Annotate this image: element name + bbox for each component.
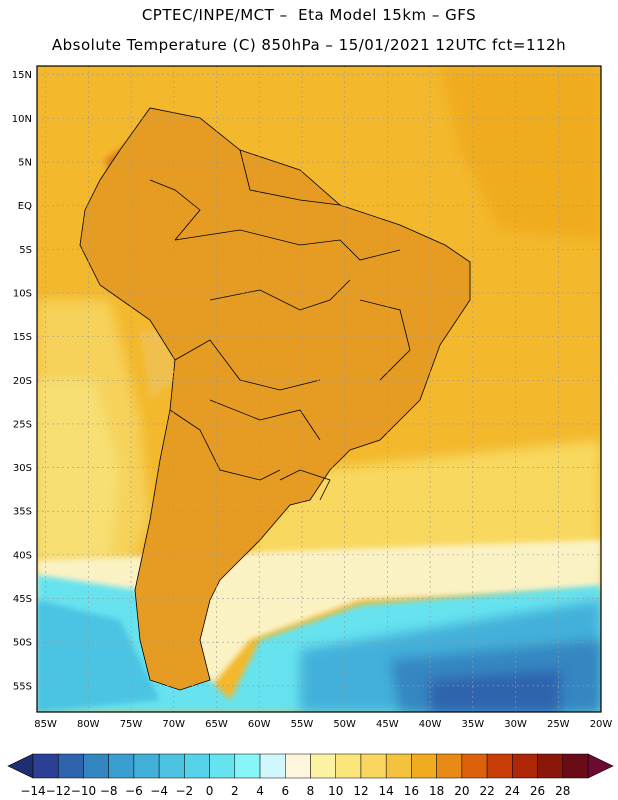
colorbar-label: 14 [379,784,394,798]
lat-label: 10S [13,288,32,299]
colorbar-swatch [57,753,84,779]
lat-label: 20S [13,376,32,387]
temperature-field [37,66,601,712]
colorbar-label: 26 [530,784,545,798]
colorbar-swatch [436,753,463,779]
colorbar-swatch [83,753,109,779]
colorbar-label: −2 [176,784,194,798]
lat-label: 50S [13,638,32,649]
colorbar-swatch [158,753,185,779]
lat-label: 30S [13,463,32,474]
lat-lon-grid [37,66,601,712]
border-north [174,229,401,261]
lat-label: EQ [18,201,32,212]
lon-label: 65W [205,719,228,730]
cool-pacific-south [37,600,160,712]
colorbar-swatch [360,753,387,779]
border-states [359,299,411,381]
colorbar-label: 10 [328,784,343,798]
lat-label: 40S [13,550,32,561]
colorbar-swatch [184,753,210,779]
colorbar-swatch [385,753,412,779]
lon-label: 75W [120,719,143,730]
colorbar-label: 22 [479,784,494,798]
cooler-andes [140,330,175,400]
colorbar: −14 −12 −10 −8 −6 −4 −2 0 2 4 6 8 10 12 14 16 18 20 22 24 26… [7,753,614,798]
longitude-labels: 85W 80W 75W 70W 65W 60W 55W 50W 45W 40W 35W 30W 25W 2… [34,719,612,730]
colorbar-label: 16 [404,784,419,798]
lat-label: 15S [13,332,32,343]
lon-label: 70W [162,719,185,730]
colorbar-swatch [461,753,488,779]
colorbar-swatch [411,753,437,779]
lon-label: 35W [462,719,485,730]
colorbar-swatch [133,753,160,779]
colorbar-swatch [486,753,513,779]
colorbar-label: 4 [256,784,264,798]
lat-label: 35S [13,507,32,518]
colorbar-left-arrow [7,753,34,779]
colorbar-swatch [310,753,336,779]
colorbar-label: −6 [125,784,143,798]
border-argentina [169,409,281,481]
colorbar-swatch [32,753,59,779]
lat-label: 5S [19,245,32,256]
lon-label: 80W [77,719,100,730]
border-paraguay [209,399,321,441]
colorbar-swatch [562,753,589,779]
border-uruguay [279,469,331,501]
chart-title-line2: Absolute Temperature (C) 850hPa – 15/01/… [51,36,567,54]
latitude-labels: 15N 10N 5N EQ 5S 10S 15S 20S 25S 30S 35S 40S 45S 50S 5… [12,70,32,692]
lon-label: 85W [34,719,57,730]
colorbar-label: 24 [505,784,520,798]
colorbar-label: 28 [555,784,570,798]
lat-label: 15N [12,70,32,81]
border-bolivia [174,339,321,391]
colorbar-label: −10 [71,784,96,798]
lat-label: 10N [12,114,32,125]
colorbar-swatch [259,753,286,779]
lon-label: 55W [291,719,314,730]
colorbar-label: −8 [100,784,118,798]
colorbar-swatch [234,753,261,779]
colorbar-label: 6 [281,784,289,798]
country-borders [79,107,471,691]
colorbar-label: 8 [307,784,315,798]
colorbar-label: −4 [150,784,168,798]
colorbar-swatch [285,753,311,779]
lat-label: 55S [13,681,32,692]
lon-label: 50W [333,719,356,730]
colorbar-label: 0 [206,784,214,798]
colorbar-label: 18 [429,784,444,798]
lon-label: 45W [376,719,399,730]
border-colombia [149,179,201,241]
colorbar-label: −12 [46,784,71,798]
colorbar-swatch [335,753,362,779]
lon-label: 20W [590,719,613,730]
border-amazon [209,279,351,311]
pacific-mild-band [37,380,120,560]
colorbar-swatch [512,753,538,779]
colorbar-label: −14 [20,784,45,798]
colorbar-swatch [108,753,135,779]
warm-atlantic-region [440,66,601,240]
chart-title-line1: CPTEC/INPE/MCT – Eta Model 15km – GFS [141,6,477,24]
colorbar-label: 2 [231,784,239,798]
map-frame [36,65,602,713]
colorbar-label: 20 [454,784,469,798]
colorbar-swatch [537,753,564,779]
lon-label: 40W [419,719,442,730]
coldest-region [430,670,560,712]
lon-label: 30W [504,719,527,730]
lat-label: 25S [13,419,32,430]
lon-label: 25W [547,719,570,730]
colorbar-swatch [209,753,236,779]
border-venezuela [239,149,341,206]
lat-label: 45S [13,594,32,605]
lon-label: 60W [248,719,271,730]
colorbar-right-arrow [587,753,614,779]
colorbar-label: 12 [353,784,368,798]
lat-label: 5N [18,158,32,169]
